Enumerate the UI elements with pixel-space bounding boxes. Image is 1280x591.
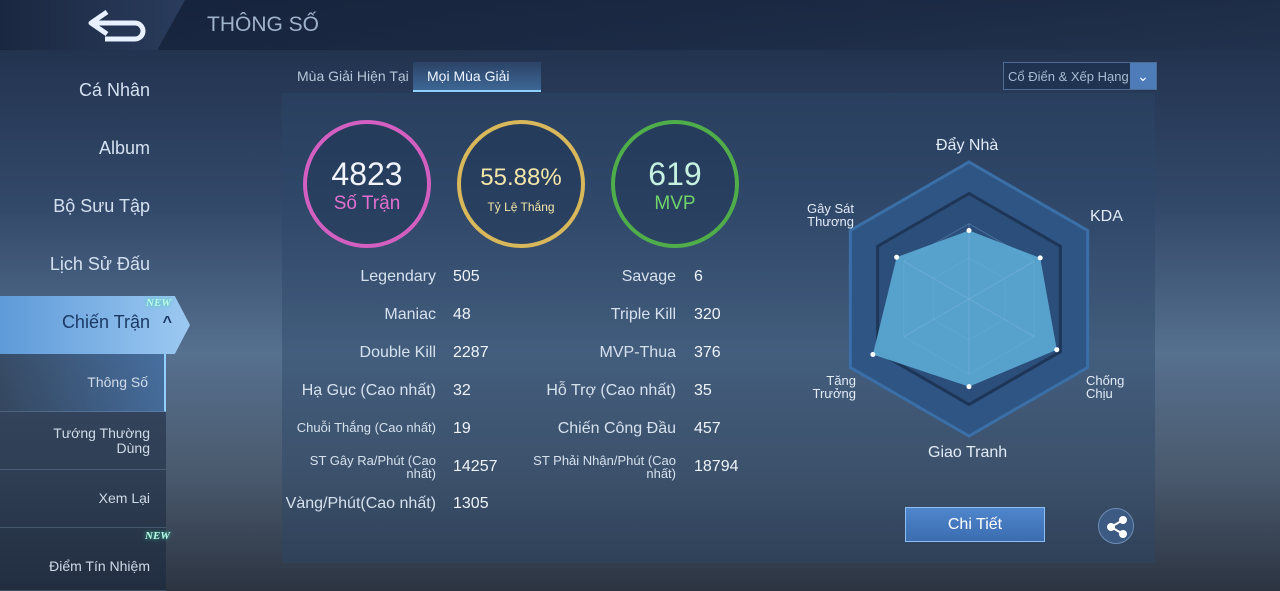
detail-button[interactable]: Chi Tiết xyxy=(905,507,1045,542)
stat-label: Legendary xyxy=(360,268,436,285)
sidebar-item-label: Chiến Trận xyxy=(61,312,150,332)
new-badge: NEW xyxy=(145,530,171,542)
new-badge: NEW xyxy=(146,297,172,309)
page-title: THÔNG SỐ xyxy=(207,13,320,36)
radar-point xyxy=(1037,255,1043,261)
stat-label: Vàng/Phút(Cao nhất) xyxy=(285,495,436,512)
stat-label: ST Phải Nhận/Phút (Cao nhất) xyxy=(533,453,676,481)
tab-current-season[interactable]: Mùa Giải Hiện Tại xyxy=(297,68,409,84)
radar-axis xyxy=(903,298,970,338)
stat-label: ST Gây Ra/Phút (Cao nhất) xyxy=(309,453,436,481)
stat-label: Hạ Gục (Cao nhất) xyxy=(301,382,436,399)
stat-label: Triple Kill xyxy=(610,306,676,323)
sidebar-item-bo-suu-tap[interactable]: Bộ Sưu Tập xyxy=(53,196,150,216)
stat-label: Maniac xyxy=(384,306,436,323)
radar-point xyxy=(1054,347,1060,353)
sub-label: Thông Số xyxy=(87,374,148,390)
stat-value: 1305 xyxy=(453,495,489,512)
ring-label: Số Trận xyxy=(333,193,401,214)
stat-label: Chuỗi Thắng (Cao nhất) xyxy=(296,420,436,435)
sidebar-sub-thong-so[interactable]: Thông Số xyxy=(0,354,166,412)
back-button[interactable] xyxy=(0,0,185,50)
ring-winrate: 55.88% Tỷ Lệ Thắng xyxy=(457,120,585,248)
sidebar-item-chien-tran[interactable]: Chiến Trận ^ xyxy=(0,296,190,354)
radar-axis xyxy=(968,260,1035,300)
ring-matches: 4823 Số Trận xyxy=(303,120,431,248)
top-bar xyxy=(0,0,1280,50)
tab-all-seasons[interactable]: Mọi Mùa Giải xyxy=(413,62,541,92)
stat-value: 18794 xyxy=(694,458,739,475)
stat-value: 32 xyxy=(453,382,471,399)
stat-label: Hỗ Trợ (Cao nhất) xyxy=(546,382,676,399)
sidebar-sub-xem-lai[interactable]: Xem Lại xyxy=(0,470,166,528)
sidebar-sub-tuong-thuong-dung[interactable]: Tướng Thường Dùng xyxy=(0,412,166,470)
radar-label: Đẩy Nhà xyxy=(936,137,999,154)
ring-value: 55.88% xyxy=(480,164,562,191)
stat-value: 505 xyxy=(453,268,480,285)
ring-value: 619 xyxy=(648,156,702,192)
mode-select[interactable]: Cổ Điển & Xếp Hạng ⌄ xyxy=(1003,62,1157,90)
stat-value: 19 xyxy=(453,420,471,437)
radar-label: KDA xyxy=(1090,208,1123,225)
radar-point xyxy=(870,351,876,357)
stat-value: 376 xyxy=(694,344,721,361)
sidebar-item-ca-nhan[interactable]: Cá Nhân xyxy=(78,80,150,100)
share-icon xyxy=(1107,516,1127,538)
back-arrow-icon xyxy=(88,9,146,42)
radar-label: Tăng Trưởng xyxy=(812,373,856,401)
sub-label: Xem Lại xyxy=(98,490,150,506)
ring-label: Tỷ Lệ Thắng xyxy=(487,200,555,214)
stat-value: 6 xyxy=(694,268,703,285)
stat-value: 320 xyxy=(694,306,721,323)
stat-value: 48 xyxy=(453,306,471,323)
chevron-up-icon: ^ xyxy=(162,314,172,331)
radar-axis xyxy=(968,298,1035,338)
radar-axis xyxy=(903,260,970,300)
sidebar-item-album[interactable]: Album xyxy=(98,138,150,158)
radar-label: Giao Tranh xyxy=(928,444,1008,461)
radar-point xyxy=(966,228,972,233)
ring-label: MVP xyxy=(654,193,696,214)
stat-value: 14257 xyxy=(453,458,498,475)
stat-value: 35 xyxy=(694,382,712,399)
stat-label: Savage xyxy=(621,268,676,285)
ring-mvp: 619 MVP xyxy=(611,120,739,248)
radar-point xyxy=(966,384,972,390)
stat-value: 2287 xyxy=(453,344,489,361)
radar-point xyxy=(894,254,900,260)
radar-label: Chống Chịu xyxy=(1086,373,1125,401)
share-button[interactable] xyxy=(1098,508,1134,544)
ring-value: 4823 xyxy=(331,156,403,192)
radar-data-area xyxy=(872,230,1057,387)
sub-label: Điểm Tín Nhiệm xyxy=(49,557,150,574)
stat-label: Double Kill xyxy=(359,344,436,361)
sub-label: Tướng Thường Dùng xyxy=(53,424,150,456)
radar-label: Gây Sát Thương xyxy=(807,201,854,229)
sidebar-item-lich-su-dau[interactable]: Lịch Sử Đấu xyxy=(49,254,150,274)
mode-select-value: Cổ Điển & Xếp Hạng xyxy=(1008,69,1129,84)
chevron-down-icon: ⌄ xyxy=(1130,63,1156,89)
stat-label: Chiến Công Đầu xyxy=(557,420,676,437)
stat-label: MVP-Thua xyxy=(599,344,676,361)
stat-value: 457 xyxy=(694,420,721,437)
sidebar-sub-diem-tin-nhiem[interactable]: Điểm Tín Nhiệm xyxy=(0,528,166,591)
